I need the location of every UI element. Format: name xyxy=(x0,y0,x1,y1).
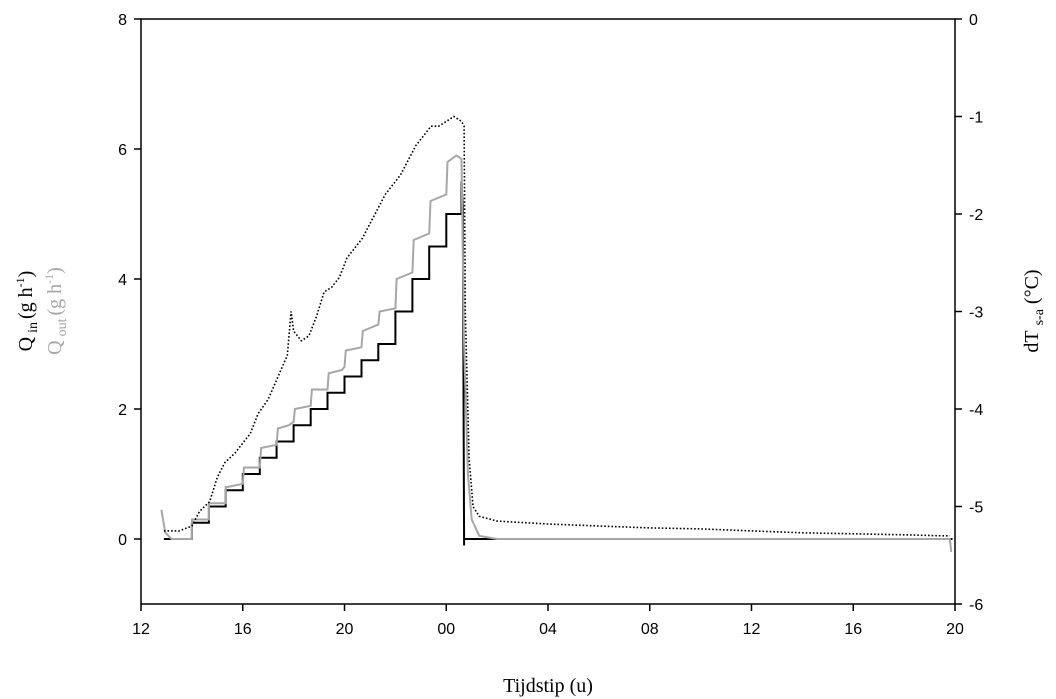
plot-frame xyxy=(140,18,956,605)
y-left-title-qin-base: Q xyxy=(15,336,37,351)
x-tick-label: 12 xyxy=(132,621,150,638)
y-left-title-qout-sub: out xyxy=(55,318,70,336)
y-left-title-qin-close: ) xyxy=(15,271,37,278)
x-tick-label: 20 xyxy=(336,621,354,638)
x-tick-label: 12 xyxy=(743,621,761,638)
y-left-tick-label: 2 xyxy=(118,402,127,419)
y-right-title: dT s-a (°C) xyxy=(1021,269,1047,352)
x-axis-ticks: 12 16 20 00 04 08 12 16 20 xyxy=(132,604,964,638)
y-left-title-qout-close: ) xyxy=(44,267,66,274)
y-left-title-qout-unit: (g h xyxy=(44,284,66,316)
series-line-dT xyxy=(163,115,950,537)
y-left-title-qout-sup: -1 xyxy=(42,274,56,284)
y-right-tick-label: -2 xyxy=(969,207,983,224)
y-right-title-base: dT xyxy=(1021,330,1043,352)
y-right-tick-label: -6 xyxy=(969,597,983,614)
y-right-tick-label: -5 xyxy=(969,500,983,517)
y-right-tick-label: 0 xyxy=(969,12,978,29)
x-tick-label: 16 xyxy=(234,621,252,638)
y-left-tick-label: 8 xyxy=(118,12,127,29)
y-right-axis-ticks: 0 -1 -2 -3 -4 -5 -6 xyxy=(955,12,983,614)
y-right-title-unit: (°C) xyxy=(1021,269,1043,309)
x-tick-label: 16 xyxy=(844,621,862,638)
y-left-title-qin: Qin (g h-1) xyxy=(13,271,41,352)
y-right-tick-label: -3 xyxy=(969,305,983,322)
series-line-q_in xyxy=(163,181,953,546)
x-tick-label: 08 xyxy=(641,621,659,638)
y-right-title-sub: s-a xyxy=(1032,308,1047,325)
series-group xyxy=(160,115,953,553)
y-right-tick-label: -4 xyxy=(969,402,983,419)
y-left-tick-label: 0 xyxy=(118,532,127,549)
y-left-tick-label: 6 xyxy=(118,142,127,159)
y-left-title-qout: Qout (g h-1) xyxy=(42,267,70,355)
y-right-tick-label: -1 xyxy=(969,110,983,127)
y-left-tick-label: 4 xyxy=(118,272,127,289)
x-tick-label: 20 xyxy=(946,621,964,638)
y-left-title-qout-base: Q xyxy=(44,340,66,355)
x-axis-title: Tijdstip (u) xyxy=(503,675,593,697)
y-left-title-qin-sub: in xyxy=(26,322,41,333)
x-tick-label: 00 xyxy=(437,621,455,638)
y-left-title-qin-sup: -1 xyxy=(13,277,27,287)
y-left-axis-ticks: 0 2 4 6 8 xyxy=(118,12,141,549)
x-tick-label: 04 xyxy=(539,621,557,638)
series-line-q_out xyxy=(160,154,953,553)
y-left-title-qin-unit: (g h xyxy=(15,287,37,319)
